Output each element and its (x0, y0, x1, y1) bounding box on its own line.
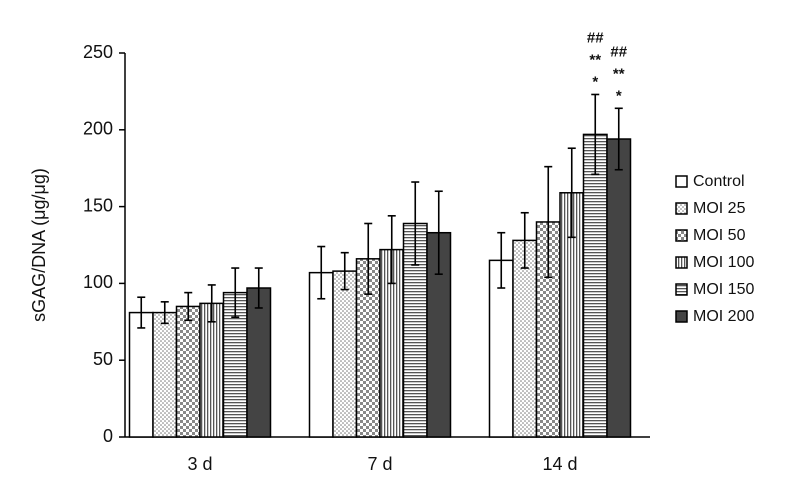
legend-swatch (675, 256, 688, 269)
bar (152, 311, 178, 438)
y-axis-label: sGAG/DNA (μg/μg) (29, 168, 49, 322)
bar (128, 311, 154, 438)
error-bar (207, 284, 216, 323)
error-bar (544, 165, 553, 279)
legend-swatch (675, 229, 688, 242)
x-tick-label: 3 d (187, 454, 212, 474)
x-tick-label: 7 d (367, 454, 392, 474)
error-bar (364, 222, 373, 295)
legend-label: MOI 200 (693, 308, 754, 325)
error-bar (567, 147, 576, 239)
error-bar (254, 267, 263, 309)
y-tick-label: 200 (83, 119, 113, 139)
bar (606, 138, 632, 438)
legend-swatch (675, 175, 688, 188)
annotation: ** (613, 65, 625, 82)
bar (332, 270, 358, 438)
x-tick-label: 14 d (542, 454, 577, 474)
bar (246, 287, 272, 438)
error-bar (387, 215, 396, 285)
legend-swatch (675, 202, 688, 215)
error-bar (520, 211, 529, 269)
error-bar (340, 251, 349, 291)
error-bar (137, 296, 146, 329)
y-tick-label: 100 (83, 272, 113, 292)
legend-label: Control (693, 173, 745, 190)
annotation: * (592, 73, 598, 90)
legend-label: MOI 50 (693, 227, 746, 244)
legend-label: MOI 100 (693, 254, 754, 271)
legend-swatch (675, 283, 688, 296)
bar (512, 239, 538, 438)
y-tick-label: 250 (83, 42, 113, 62)
bar (175, 305, 201, 438)
y-tick-label: 150 (83, 195, 113, 215)
annotation: ## (587, 29, 604, 46)
y-tick-label: 50 (93, 349, 113, 369)
error-bar (591, 93, 600, 176)
y-tick-label: 0 (103, 426, 113, 446)
error-bar (411, 181, 420, 266)
annotation: ## (610, 43, 627, 60)
error-bar (434, 190, 443, 275)
error-bar (184, 291, 193, 322)
error-bar (317, 245, 326, 300)
legend-label: MOI 150 (693, 281, 754, 298)
annotation: ** (589, 51, 601, 68)
error-bar (231, 267, 240, 318)
error-bar (614, 107, 623, 171)
annotation: * (616, 87, 622, 104)
legend-label: MOI 25 (693, 200, 746, 217)
bar (582, 133, 608, 438)
bar (199, 302, 225, 438)
error-bar (160, 301, 169, 325)
error-bar (497, 231, 506, 289)
legend-swatch (675, 310, 688, 323)
